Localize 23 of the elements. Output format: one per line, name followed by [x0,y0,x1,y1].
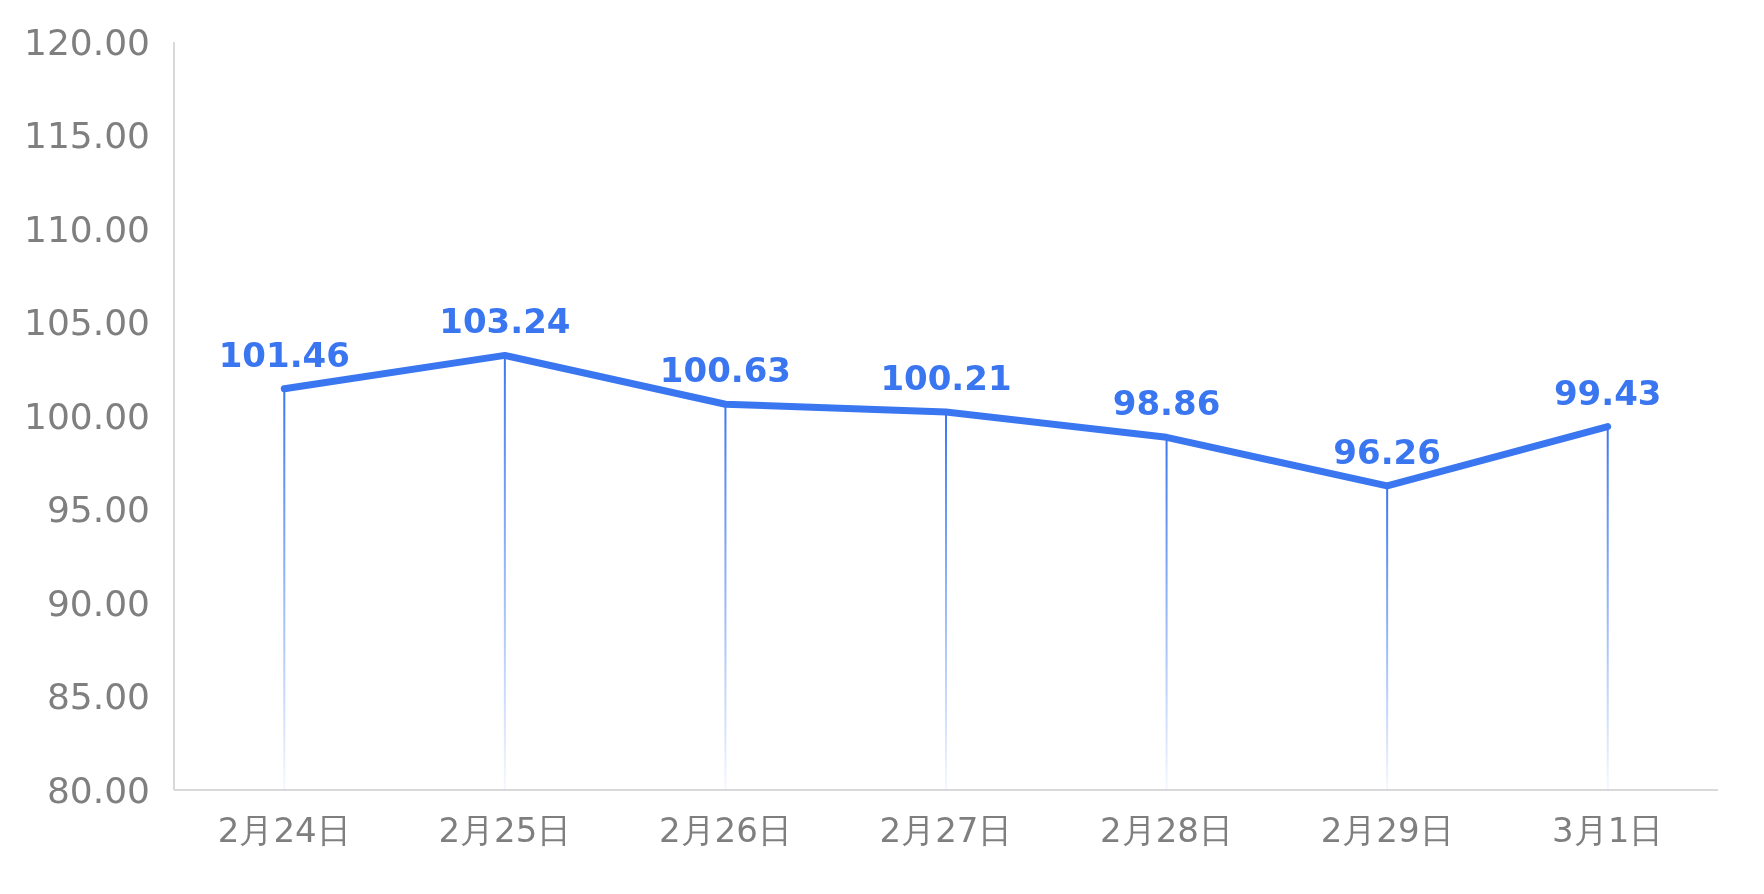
x-tick-label: 2月26日 [658,810,792,850]
y-tick-label: 105.00 [24,302,150,344]
data-label: 100.63 [659,350,792,391]
data-label: 100.21 [880,358,1012,399]
y-tick-label: 90.00 [46,582,150,624]
x-tick-label: 2月29日 [1320,810,1454,850]
y-tick-label: 80.00 [46,769,150,811]
data-label: 103.24 [439,301,571,342]
y-tick-label: 110.00 [24,208,150,250]
data-label: 96.26 [1333,431,1441,472]
y-tick-label: 115.00 [24,115,150,157]
data-label: 101.46 [218,334,350,375]
x-tick-label: 2月24日 [217,810,351,850]
y-tick-label: 95.00 [46,489,150,531]
y-tick-label: 100.00 [24,395,150,437]
y-tick-label: 120.00 [24,21,150,63]
x-tick-label: 2月25日 [438,810,572,850]
data-label: 99.43 [1553,372,1662,413]
data-label: 98.86 [1112,383,1221,424]
y-tick-label: 85.00 [46,676,150,718]
x-tick-label: 3月1日 [1552,810,1664,850]
x-tick-label: 2月28日 [1100,810,1234,850]
x-tick-label: 2月27日 [879,810,1013,850]
